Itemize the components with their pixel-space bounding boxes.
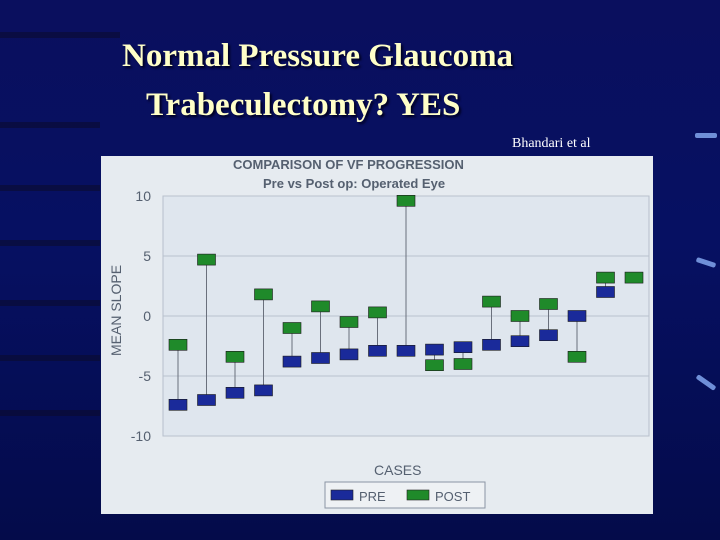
citation-credit: Bhandari et al	[512, 136, 591, 151]
post-marker	[254, 288, 273, 301]
post-marker	[396, 194, 416, 207]
y-tick-labels: 10 5 0 -5 -10	[131, 188, 151, 444]
background-stripe	[0, 355, 100, 361]
pre-marker	[510, 335, 530, 347]
vf-progression-chart: COMPARISON OF VF PROGRESSION Pre vs Post…	[108, 157, 650, 509]
background-stripe	[0, 185, 100, 191]
background-stripe	[0, 32, 120, 38]
y-tick-label: 10	[135, 188, 151, 204]
chart-panel: COMPARISON OF VF PROGRESSION Pre vs Post…	[101, 156, 653, 514]
y-tick-label: -10	[131, 428, 151, 444]
legend-label-post: POST	[435, 489, 470, 504]
pre-marker	[425, 343, 444, 356]
slide-title-line-1: Normal Pressure Glaucoma	[122, 38, 514, 74]
decorative-dash	[695, 257, 717, 268]
legend-label-pre: PRE	[359, 489, 386, 504]
x-axis-label: CASES	[374, 462, 421, 478]
pre-marker	[254, 384, 273, 397]
pre-marker	[282, 355, 302, 368]
pre-marker	[539, 329, 558, 341]
background-stripe	[0, 300, 100, 306]
decorative-dash	[695, 133, 717, 138]
post-marker	[282, 322, 302, 334]
pre-marker	[225, 387, 245, 399]
post-marker	[482, 295, 501, 308]
decorative-dash	[695, 374, 717, 391]
pre-marker	[567, 310, 587, 322]
data-markers	[168, 194, 644, 411]
post-marker	[225, 351, 245, 363]
legend-swatch-pre	[330, 489, 354, 501]
post-marker	[168, 339, 188, 351]
post-marker	[197, 253, 216, 266]
chart-subtitle: Pre vs Post op: Operated Eye	[263, 176, 445, 191]
legend: PRE POST	[324, 481, 486, 509]
post-marker	[453, 358, 473, 370]
pre-marker	[368, 345, 387, 357]
pre-marker	[396, 345, 416, 357]
post-marker	[368, 306, 387, 319]
y-tick-label: -5	[139, 368, 152, 384]
legend-swatch-post	[406, 489, 430, 501]
y-axis-label: MEAN SLOPE	[108, 265, 124, 356]
pre-marker	[482, 339, 501, 351]
background-stripe	[0, 240, 100, 246]
slide-title-line-2: Trabeculectomy? YES	[146, 87, 461, 123]
y-tick-label: 0	[143, 308, 151, 324]
pre-marker	[339, 348, 359, 361]
post-marker	[596, 271, 615, 284]
post-marker	[539, 298, 558, 310]
post-marker	[510, 310, 530, 322]
pre-marker	[596, 286, 615, 298]
post-marker	[339, 316, 359, 328]
pre-marker	[311, 352, 330, 364]
post-marker	[425, 359, 444, 371]
y-tick-label: 5	[143, 248, 151, 264]
post-marker	[311, 300, 330, 313]
pre-marker	[168, 399, 188, 411]
pre-marker	[453, 341, 473, 353]
post-marker	[567, 351, 587, 363]
background-stripe	[0, 410, 100, 416]
chart-title: COMPARISON OF VF PROGRESSION	[233, 157, 464, 172]
pre-marker	[197, 394, 216, 406]
background-stripe	[0, 122, 100, 128]
post-marker	[624, 271, 644, 284]
